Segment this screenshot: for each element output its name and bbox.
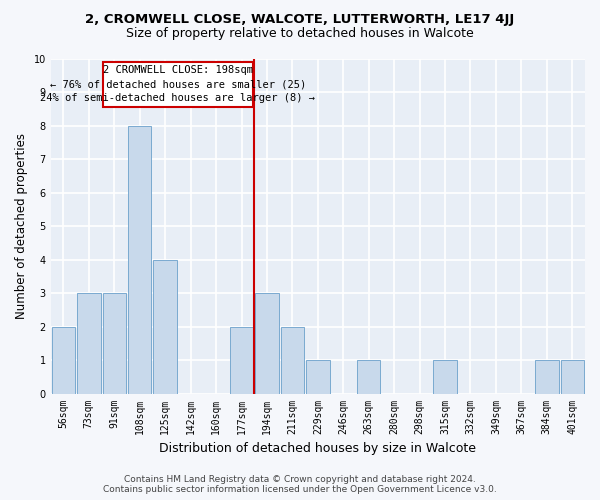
Bar [77,293,101,394]
Text: Size of property relative to detached houses in Walcote: Size of property relative to detached ho… [126,28,474,40]
Text: 2 CROMWELL CLOSE: 198sqm
← 76% of detached houses are smaller (25)
24% of semi-d: 2 CROMWELL CLOSE: 198sqm ← 76% of detach… [40,65,316,103]
Y-axis label: Number of detached properties: Number of detached properties [15,134,28,320]
Text: Contains HM Land Registry data © Crown copyright and database right 2024.
Contai: Contains HM Land Registry data © Crown c… [103,474,497,494]
Bar [306,360,329,394]
Bar [255,293,278,394]
Bar [154,260,177,394]
Bar [357,360,380,394]
Bar [535,360,559,394]
Bar [560,360,584,394]
Bar [433,360,457,394]
Bar [103,293,126,394]
Bar [128,126,151,394]
Bar [281,326,304,394]
Bar [230,326,253,394]
FancyBboxPatch shape [103,62,253,106]
Bar [52,326,75,394]
Text: 2, CROMWELL CLOSE, WALCOTE, LUTTERWORTH, LE17 4JJ: 2, CROMWELL CLOSE, WALCOTE, LUTTERWORTH,… [85,12,515,26]
X-axis label: Distribution of detached houses by size in Walcote: Distribution of detached houses by size … [160,442,476,455]
